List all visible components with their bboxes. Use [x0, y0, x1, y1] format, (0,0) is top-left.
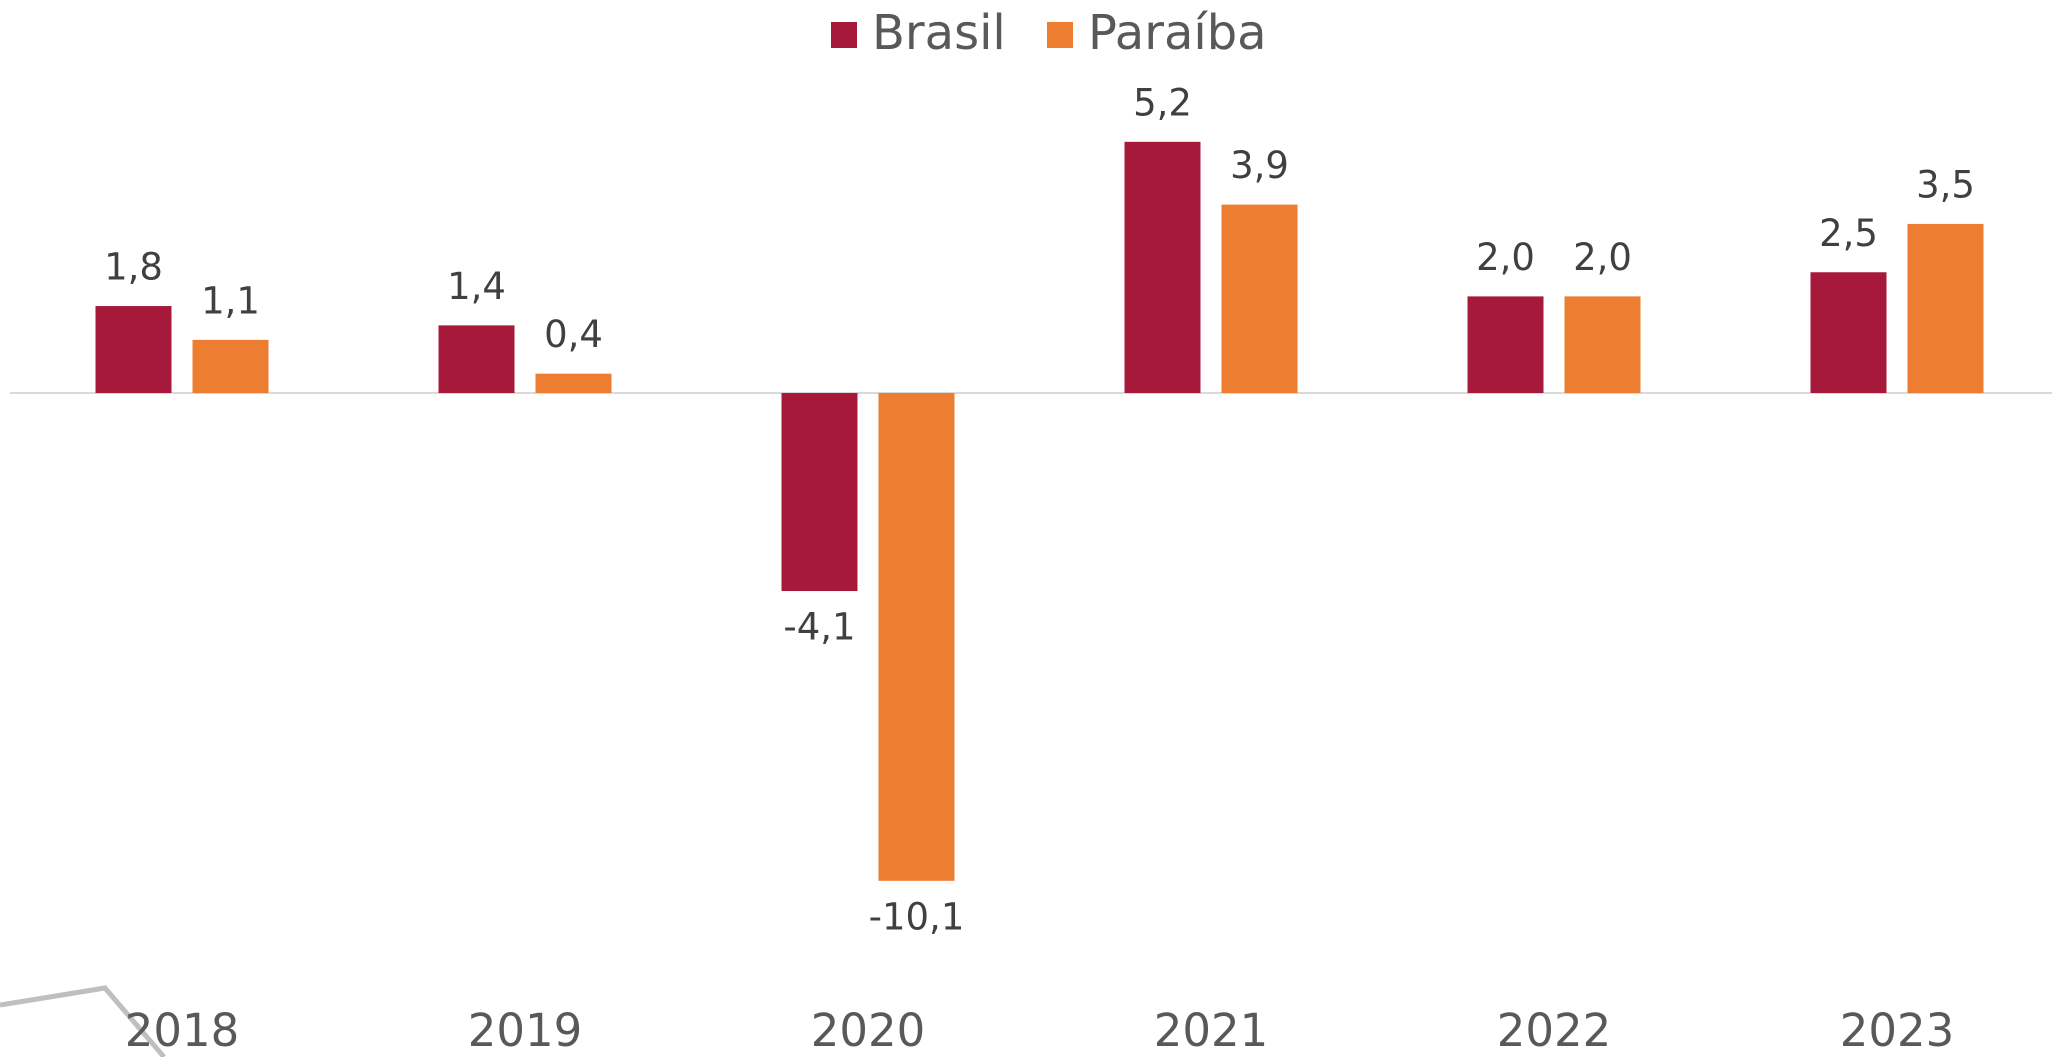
- data-label: 1,4: [447, 265, 506, 308]
- bar: [95, 306, 172, 393]
- bar: [1810, 272, 1887, 393]
- x-tick-label: 2023: [1840, 1004, 1955, 1057]
- bar: [781, 393, 858, 592]
- bar: [192, 339, 269, 393]
- data-label: 0,4: [544, 313, 603, 356]
- x-tick-label: 2022: [1497, 1004, 1612, 1057]
- x-tick-label: 2018: [125, 1004, 240, 1057]
- data-label: 3,5: [1916, 163, 1975, 206]
- x-tick-label: 2021: [1154, 1004, 1269, 1057]
- data-label: -4,1: [783, 606, 855, 649]
- bar: [535, 373, 612, 393]
- legend-swatch: [831, 22, 857, 48]
- decoration: [0, 985, 166, 1057]
- data-label: 2,0: [1573, 236, 1632, 279]
- legend-swatch: [1047, 22, 1073, 48]
- bar: [1564, 296, 1641, 393]
- legend-label: Paraíba: [1088, 5, 1267, 61]
- legend-label: Brasil: [872, 5, 1006, 61]
- bar: [438, 325, 515, 393]
- bar: [1907, 223, 1984, 393]
- data-label: 5,2: [1133, 81, 1192, 124]
- bar: [1467, 296, 1544, 393]
- bar: [878, 393, 955, 881]
- data-label: 2,0: [1476, 236, 1535, 279]
- data-label: -10,1: [869, 895, 965, 938]
- data-label: 2,5: [1819, 212, 1878, 255]
- data-label: 1,1: [201, 279, 260, 322]
- x-tick-label: 2020: [811, 1004, 926, 1057]
- bar: [1221, 204, 1298, 393]
- bar: [1124, 141, 1201, 393]
- x-tick-label: 2019: [468, 1004, 583, 1057]
- data-label: 3,9: [1230, 144, 1289, 187]
- data-label: 1,8: [104, 246, 163, 289]
